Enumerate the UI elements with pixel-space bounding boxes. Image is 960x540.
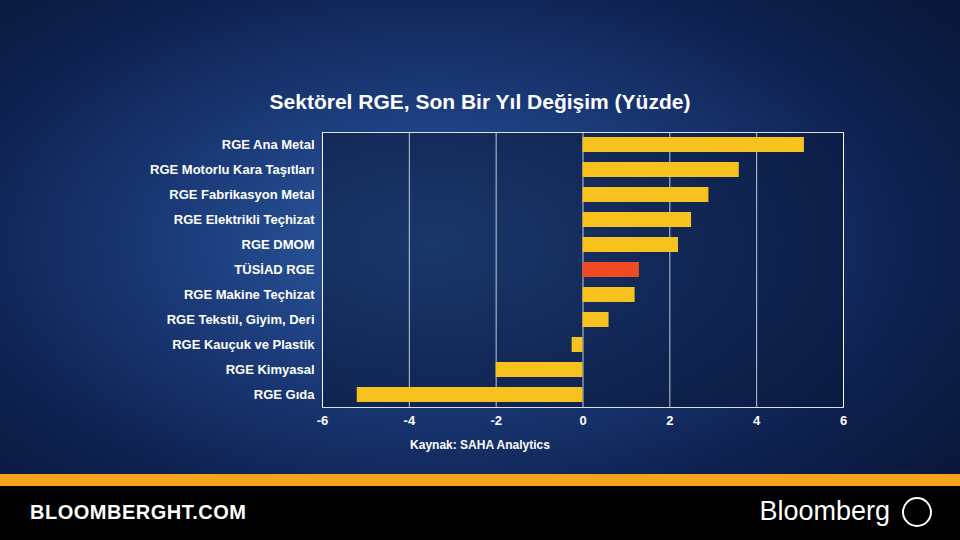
html-text:Kaynak: SAHA Analytics: Kaynak: SAHA Analytics xyxy=(410,438,550,452)
svg-text:RGE Fabrikasyon Metal: RGE Fabrikasyon Metal xyxy=(169,187,314,202)
svg-text:6: 6 xyxy=(840,413,847,428)
svg-text:RGE Elektrikli Teçhizat: RGE Elektrikli Teçhizat xyxy=(174,212,315,227)
svg-text:TÜSİAD RGE: TÜSİAD RGE xyxy=(234,262,315,277)
svg-text:RGE Gıda: RGE Gıda xyxy=(254,387,315,402)
svg-text:RGE Kauçuk ve Plastik: RGE Kauçuk ve Plastik xyxy=(172,337,315,352)
svg-text:0: 0 xyxy=(579,413,586,428)
svg-text:4: 4 xyxy=(753,413,761,428)
svg-text:-2: -2 xyxy=(490,413,502,428)
svg-text:RGE Kimyasal: RGE Kimyasal xyxy=(226,362,315,377)
html-text:Bloomberg: Bloomberg xyxy=(759,496,890,526)
svg-text:RGE Makine Teçhizat: RGE Makine Teçhizat xyxy=(184,287,315,302)
svg-text:-4: -4 xyxy=(404,413,416,428)
svg-text:RGE DMOM: RGE DMOM xyxy=(242,237,315,252)
svg-text:RGE Tekstil, Giyim, Deri: RGE Tekstil, Giyim, Deri xyxy=(167,312,315,327)
svg-text:RGE Motorlu Kara Taşıtları: RGE Motorlu Kara Taşıtları xyxy=(150,162,314,177)
html-text:BLOOMBERGHT.COM: BLOOMBERGHT.COM xyxy=(30,501,247,523)
svg-text:2: 2 xyxy=(666,413,673,428)
svg-text:RGE Ana Metal: RGE Ana Metal xyxy=(222,137,315,152)
svg-text:-6: -6 xyxy=(317,413,329,428)
html-text:Sektörel RGE, Son Bir Yıl Deği: Sektörel RGE, Son Bir Yıl Değişim (Yüzde… xyxy=(269,90,691,113)
